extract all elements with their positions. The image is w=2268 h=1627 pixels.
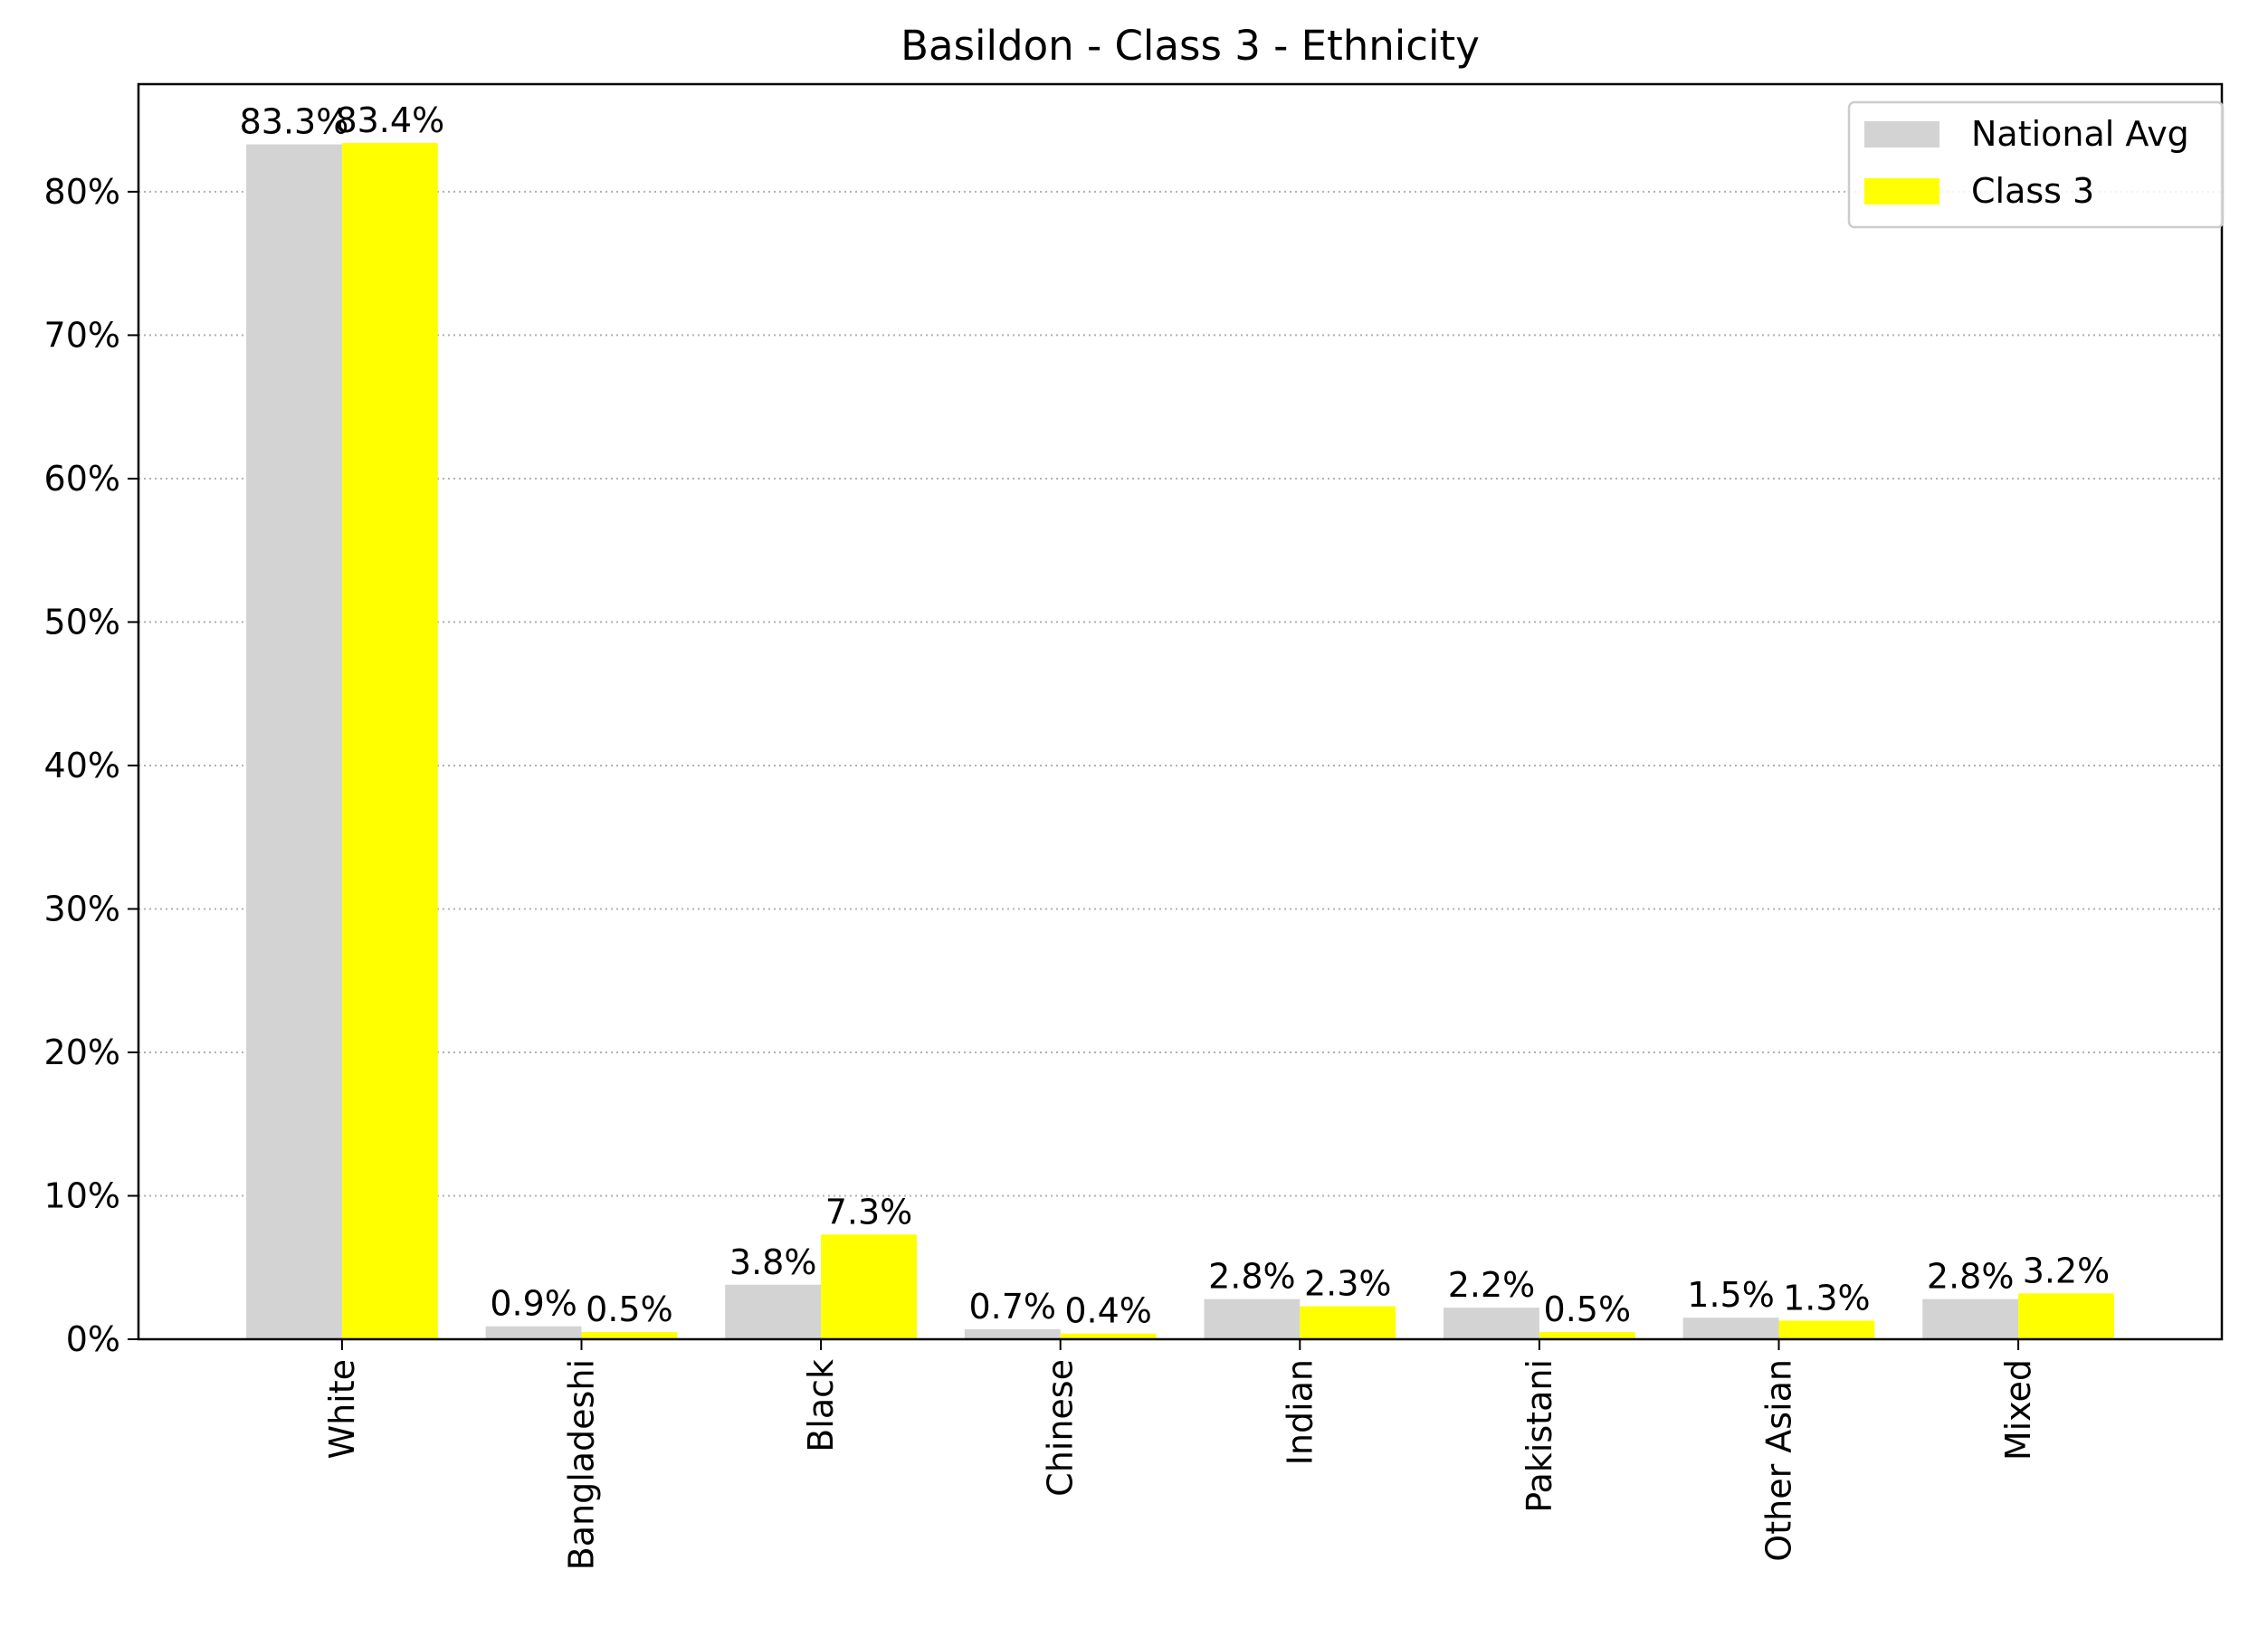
y-tick-label: 60% (44, 459, 120, 499)
bar-national-avg-mixed (1922, 1299, 2019, 1339)
bar-class-3-mixed (2018, 1293, 2114, 1339)
bar-class-3-white (341, 142, 438, 1340)
bar-class-3-bangladeshi (581, 1332, 678, 1339)
data-label-national-avg-bangladeshi: 0.9% (490, 1284, 577, 1324)
x-tick-label-bangladeshi: Bangladeshi (562, 1359, 602, 1570)
x-tick-label-indian: Indian (1280, 1359, 1320, 1465)
plot-frame (137, 82, 2224, 1341)
x-tick-label-chinese: Chinese (1041, 1359, 1081, 1497)
bar-class-3-other-asian (1778, 1320, 1875, 1339)
bar-class-3-pakistani (1539, 1332, 1635, 1339)
y-tick-label: 40% (44, 746, 120, 785)
data-label-national-avg-indian: 2.8% (1208, 1257, 1296, 1297)
data-label-class-3-black: 7.3% (825, 1192, 913, 1232)
legend-box (1847, 100, 2225, 229)
y-tick-label: 0% (66, 1319, 120, 1359)
legend: National Avg Class 3 (1847, 100, 2225, 229)
chart-title: Basildon - Class 3 - Ethnicity (901, 22, 1480, 70)
x-tick-label-black: Black (801, 1359, 841, 1452)
bar-national-avg-white (246, 144, 342, 1339)
bar-class-3-indian (1300, 1306, 1396, 1339)
y-tick-label: 70% (44, 315, 120, 355)
data-label-national-avg-pakistani: 2.2% (1448, 1265, 1536, 1305)
data-label-national-avg-mixed: 2.8% (1927, 1257, 2015, 1297)
x-tick-label-pakistani: Pakistani (1520, 1359, 1559, 1513)
x-axis: White Bangladeshi Black Chinese Indian Pakist… (322, 1339, 2038, 1570)
legend-swatch-class-3 (1864, 178, 1939, 205)
data-label-class-3-pakistani: 0.5% (1544, 1289, 1632, 1329)
bar-national-avg-pakistani (1444, 1308, 1539, 1339)
legend-label-class-3: Class 3 (1971, 171, 2094, 211)
data-label-class-3-mixed: 3.2% (2023, 1251, 2111, 1290)
data-label-class-3-chinese: 0.4% (1064, 1291, 1152, 1331)
data-labels: 83.3% 0.9% 3.8% 0.7% 2.8% 2.2% 1.5% 2.8% 83.4% 0.… (240, 100, 2111, 1331)
data-label-class-3-other-asian: 1.3% (1783, 1278, 1871, 1318)
data-label-class-3-bangladeshi: 0.5% (586, 1289, 673, 1329)
bar-national-avg-bangladeshi (485, 1326, 582, 1339)
data-label-class-3-white: 83.4% (335, 100, 444, 140)
data-label-national-avg-white: 83.3% (240, 102, 349, 142)
y-tick-label: 80% (44, 172, 120, 212)
bar-national-avg-indian (1204, 1299, 1301, 1339)
legend-swatch-national-avg (1864, 121, 1939, 147)
y-tick-label: 20% (44, 1032, 120, 1072)
data-label-class-3-indian: 2.3% (1304, 1264, 1392, 1304)
bars (246, 142, 2114, 1340)
bar-class-3-chinese (1060, 1333, 1157, 1339)
bar-national-avg-other-asian (1682, 1318, 1779, 1339)
bar-class-3-black (821, 1234, 917, 1339)
grid-lines (138, 190, 2222, 1197)
y-tick-label: 30% (44, 889, 120, 928)
x-tick-label-mixed: Mixed (1998, 1359, 2038, 1460)
legend-label-national-avg: National Avg (1971, 114, 2189, 154)
bar-national-avg-black (725, 1284, 822, 1339)
data-label-national-avg-black: 3.8% (729, 1242, 817, 1282)
y-axis: 0% 10% 20% 30% 40% 50% 60% 70% 80% (44, 172, 138, 1359)
data-label-national-avg-other-asian: 1.5% (1687, 1275, 1775, 1315)
x-tick-label-other-asian: Other Asian (1758, 1359, 1798, 1562)
x-tick-label-white: White (322, 1359, 362, 1460)
data-label-national-avg-chinese: 0.7% (969, 1287, 1057, 1327)
y-tick-label: 10% (44, 1175, 120, 1215)
y-tick-label: 50% (44, 602, 120, 642)
bar-national-avg-chinese (964, 1328, 1061, 1339)
